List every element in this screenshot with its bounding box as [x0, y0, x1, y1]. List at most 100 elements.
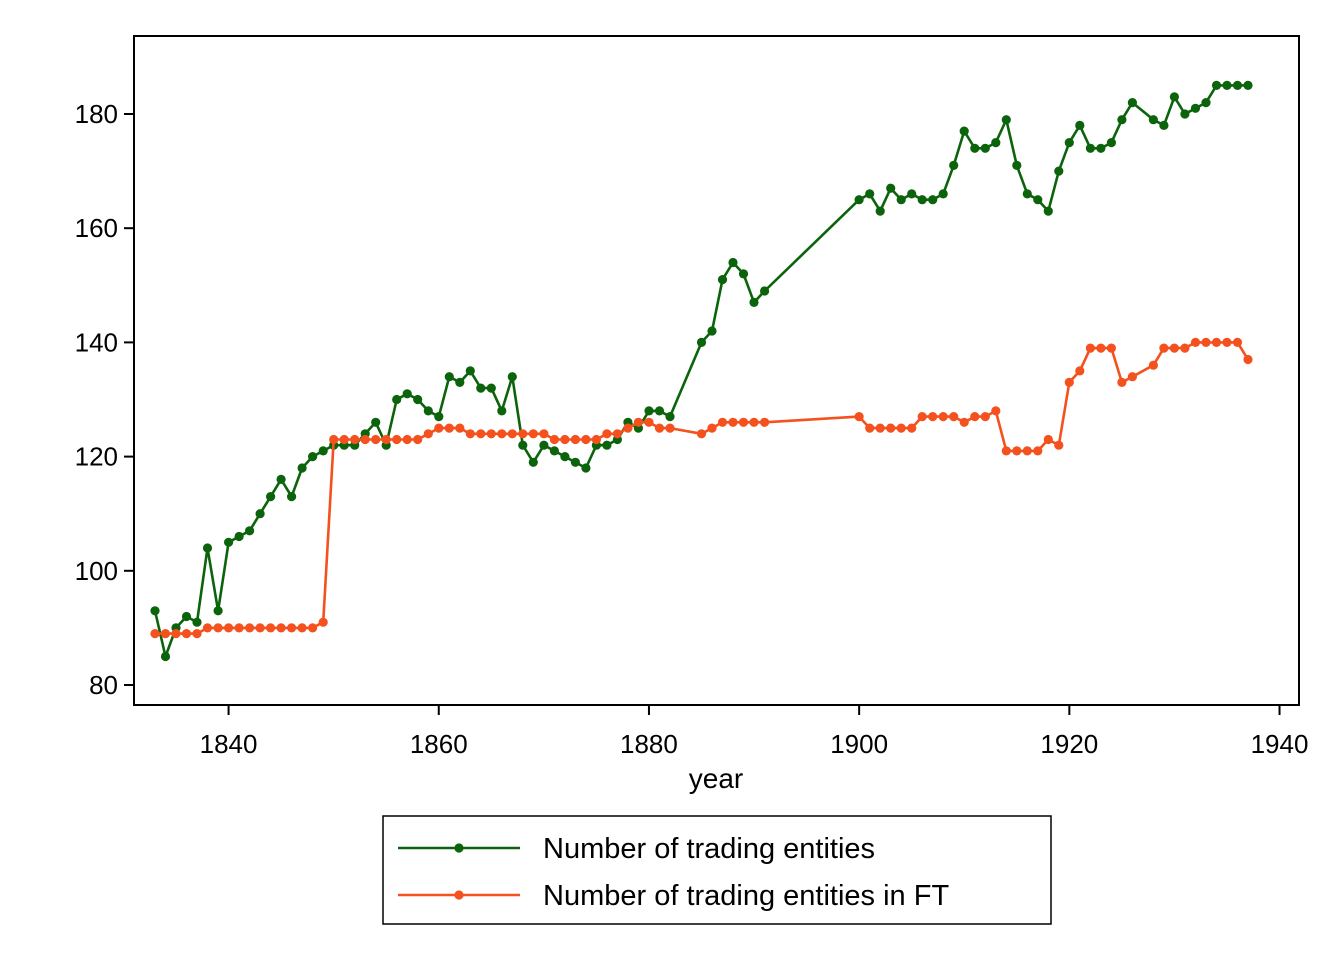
legend-marker	[454, 890, 464, 900]
data-point	[297, 463, 307, 473]
data-point	[654, 406, 665, 416]
data-point	[886, 183, 896, 193]
data-point	[602, 440, 612, 450]
data-point	[1106, 343, 1116, 353]
data-point	[150, 629, 160, 639]
data-point	[486, 383, 496, 393]
data-point	[1159, 120, 1169, 130]
data-point	[455, 377, 465, 387]
data-point	[1001, 115, 1011, 125]
data-point	[1190, 103, 1201, 113]
data-point	[518, 429, 528, 439]
data-point	[150, 606, 160, 616]
data-point	[1043, 206, 1053, 216]
data-point	[581, 434, 591, 445]
series-1	[150, 80, 1253, 662]
data-point	[570, 434, 581, 445]
series-2	[150, 337, 1253, 639]
data-point	[917, 412, 927, 422]
legend-label: Number of trading entities	[543, 833, 875, 865]
data-point	[1243, 354, 1253, 365]
data-point	[224, 537, 234, 547]
x-tick-label: 1880	[620, 729, 678, 759]
data-point	[1201, 98, 1211, 108]
data-point	[717, 275, 728, 285]
data-point	[213, 606, 223, 616]
data-point	[1148, 115, 1158, 125]
data-point	[959, 417, 969, 427]
data-point	[1159, 343, 1169, 353]
x-tick-label: 1940	[1251, 729, 1309, 759]
data-point	[276, 474, 286, 484]
data-point	[423, 429, 433, 439]
data-point	[1211, 80, 1222, 90]
data-point	[728, 257, 738, 268]
data-point	[854, 195, 864, 205]
data-point	[171, 629, 181, 639]
data-point	[665, 412, 675, 422]
data-point	[266, 492, 276, 502]
y-axis: 80 100 120 140 160 180	[75, 99, 134, 700]
data-point	[991, 406, 1001, 416]
data-point	[875, 206, 885, 216]
data-point	[308, 623, 318, 633]
data-point	[560, 434, 570, 445]
data-point	[717, 417, 728, 427]
data-point	[528, 457, 538, 467]
data-point	[266, 623, 276, 633]
data-point	[570, 457, 581, 467]
data-point	[644, 406, 654, 416]
data-point	[938, 412, 948, 422]
series-line	[153, 84, 1248, 658]
data-point	[633, 417, 644, 427]
legend-label: Number of trading entities in FT	[543, 880, 949, 912]
plot-area-frame	[133, 35, 1300, 706]
data-point	[497, 406, 507, 416]
data-point	[339, 434, 349, 445]
data-point	[1012, 446, 1022, 456]
data-point	[1127, 372, 1137, 382]
series-line	[155, 341, 1250, 635]
data-point	[455, 423, 465, 433]
x-tick-label: 1920	[1040, 729, 1098, 759]
data-point	[160, 629, 171, 639]
data-point	[1001, 446, 1011, 456]
data-point	[560, 452, 570, 462]
data-point	[192, 617, 202, 627]
data-point	[444, 423, 454, 433]
data-point	[245, 526, 255, 536]
data-point	[360, 434, 370, 445]
data-point	[707, 423, 717, 433]
data-point	[1232, 80, 1243, 90]
data-point	[1054, 440, 1064, 450]
data-point	[1043, 434, 1053, 445]
data-point	[1022, 446, 1032, 456]
data-point	[896, 423, 906, 433]
data-point	[308, 452, 318, 462]
data-point	[1033, 446, 1043, 456]
data-point	[654, 423, 665, 433]
data-point	[907, 423, 917, 433]
data-point	[1232, 337, 1243, 347]
data-point	[896, 195, 906, 205]
data-point	[518, 440, 528, 450]
data-point	[928, 412, 938, 422]
data-point	[970, 412, 980, 422]
data-point	[434, 412, 444, 422]
x-tick-label: 1840	[200, 729, 258, 759]
data-point	[539, 440, 549, 450]
data-point	[507, 372, 517, 382]
data-point	[1085, 143, 1095, 153]
data-point	[202, 623, 213, 633]
data-point	[728, 417, 738, 427]
data-point	[381, 434, 391, 445]
data-point	[602, 429, 612, 439]
data-point	[623, 423, 633, 433]
data-point	[192, 629, 202, 639]
y-tick-label: 160	[75, 213, 118, 243]
legend-box	[382, 815, 1052, 925]
data-point	[1180, 109, 1190, 119]
data-point	[234, 531, 244, 542]
data-point	[1117, 115, 1127, 125]
data-point	[255, 623, 265, 633]
